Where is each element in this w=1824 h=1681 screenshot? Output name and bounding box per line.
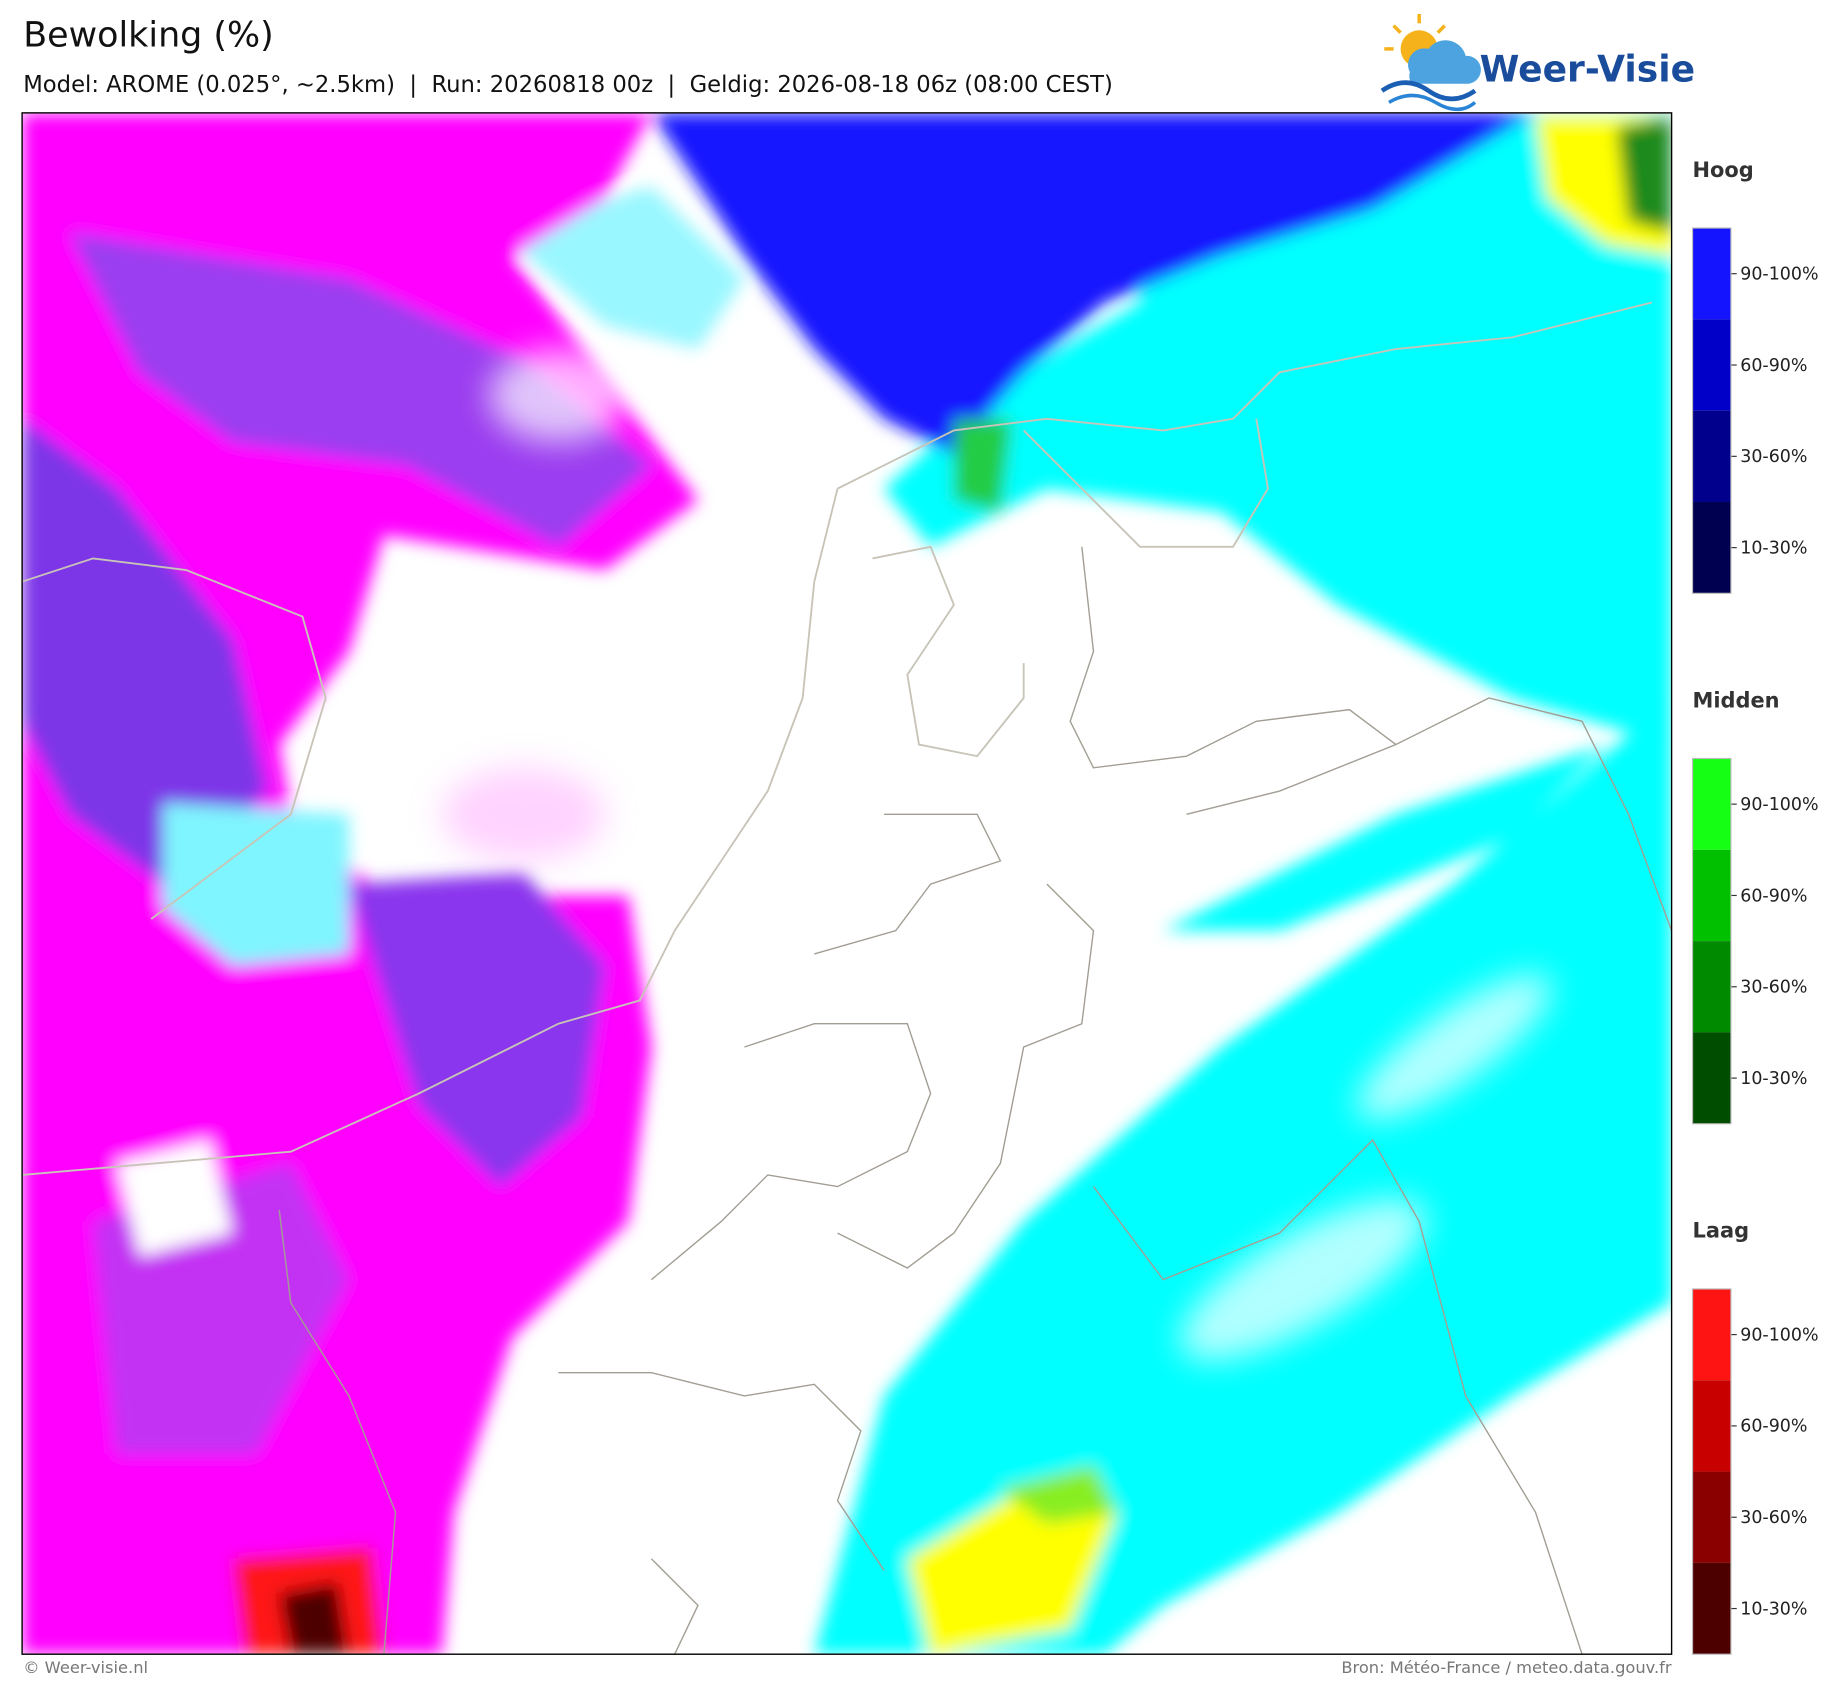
legend-swatch [1692, 501, 1731, 594]
legend-bar-frame [1691, 757, 1732, 1125]
legend-label: 10-30% [1740, 538, 1807, 558]
legend-bar-frame [1691, 1288, 1732, 1655]
legend-swatch [1692, 941, 1731, 1033]
legend-swatch [1692, 1288, 1731, 1381]
legend-swatch [1692, 1380, 1731, 1472]
subtitle: Model: AROME (0.025°, ~2.5km) | Run: 202… [23, 72, 1113, 98]
legend-swatch [1692, 410, 1731, 502]
legend-label: 30-60% [1740, 447, 1807, 467]
legend-bar-frame [1691, 227, 1732, 594]
legend-label: 60-90% [1740, 1417, 1807, 1437]
legend-label: 30-60% [1740, 978, 1807, 998]
map-frame [21, 112, 1673, 1655]
cloud-map [22, 112, 1672, 1655]
legend-label: 30-60% [1740, 1508, 1807, 1528]
legend-label: 90-100% [1740, 795, 1818, 815]
legend-swatch [1692, 1471, 1731, 1563]
legend-label: 60-90% [1740, 356, 1807, 376]
legend-swatch [1692, 228, 1731, 320]
legend: Hoog 90-100% 60-90% 30-60% 10-30% Midden 90-10… [1691, 158, 1819, 1655]
legend-swatch [1692, 1032, 1731, 1124]
logo-text: Weer-Visie [1480, 48, 1695, 90]
footer-source: Bron: Météo-France / meteo.data.gouv.fr [1341, 1658, 1672, 1677]
legend-swatch [1692, 1562, 1731, 1655]
legend-label: 60-90% [1740, 886, 1807, 906]
logo: Weer-Visie [1380, 13, 1695, 112]
title: Bewolking (%) [23, 16, 274, 56]
legend-label: 90-100% [1740, 265, 1818, 285]
legend-swatch [1692, 319, 1731, 411]
legend-label: 90-100% [1740, 1325, 1818, 1345]
legend-swatch [1692, 849, 1731, 942]
legend-swatch [1692, 758, 1731, 850]
footer-credit: © Weer-visie.nl [23, 1658, 148, 1677]
legend-title: Hoog [1693, 158, 1754, 182]
legend-label: 10-30% [1740, 1599, 1807, 1619]
legend-title: Laag [1693, 1219, 1750, 1243]
legend-label: 10-30% [1740, 1069, 1807, 1089]
legend-title: Midden [1693, 688, 1780, 712]
